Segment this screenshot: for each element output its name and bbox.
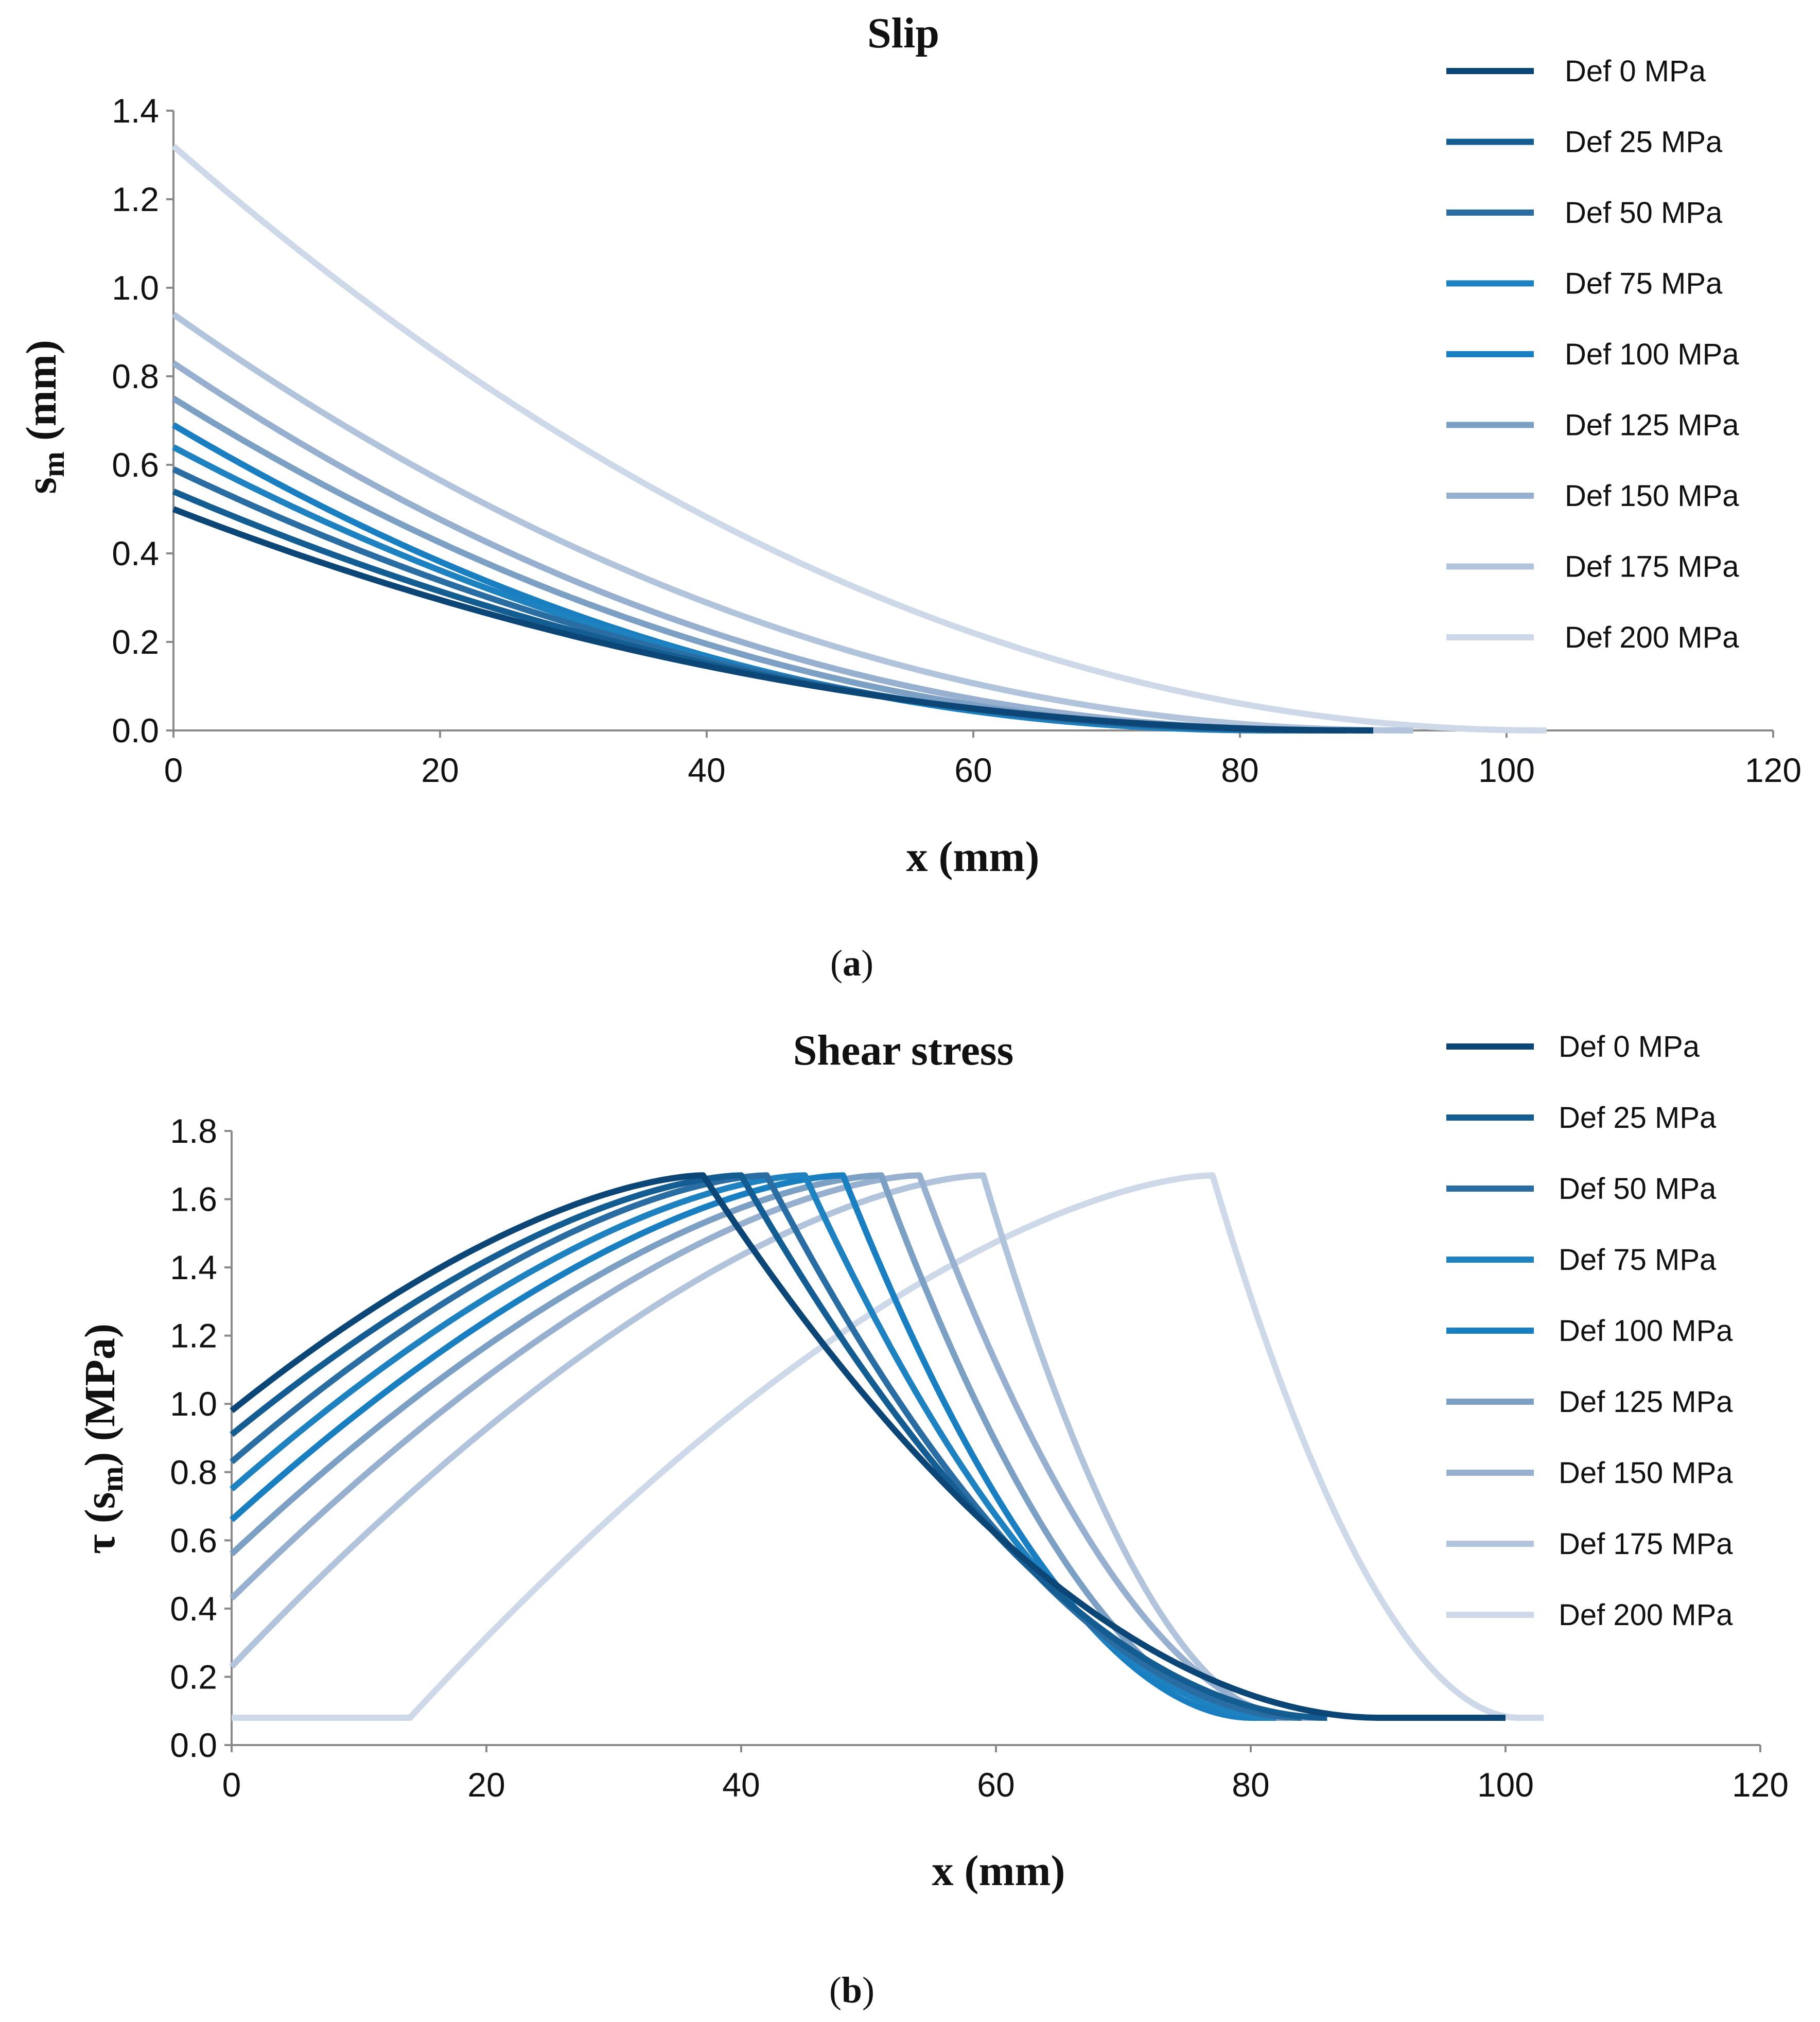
x-tick-label: 100 [1477,1766,1534,1804]
legend-label: Def 100 MPa [1565,338,1739,371]
series-line [232,1172,1544,1721]
y-tick-label: 0.4 [170,1590,217,1628]
series-line [229,1172,1302,1721]
y-tick-label: 1.2 [112,180,159,218]
x-tick-label: 0 [164,751,183,789]
x-tick-label: 40 [722,1766,760,1804]
legend-label: Def 25 MPa [1559,1101,1717,1135]
x-tick-label: 60 [977,1766,1014,1804]
y-tick-label: 0.0 [170,1726,217,1764]
y-tick-label: 0.8 [170,1453,217,1491]
legend-label: Def 200 MPa [1565,621,1739,654]
series-line [172,444,1293,734]
series-line [229,1172,1327,1721]
x-axis-title: x (mm) [906,833,1040,881]
y-tick-label: 1.6 [170,1180,217,1218]
caption: (b) [829,1969,874,2011]
x-tick-label: 20 [421,751,459,789]
x-ticks: 0 20 40 60 80 100 120 [222,1745,1789,1804]
y-ticks: 0.0 0.2 0.4 0.6 0.8 1.0 1.2 1.4 [112,92,173,749]
legend-label: Def 175 MPa [1565,550,1739,584]
y-tick-label: 1.2 [170,1317,217,1355]
legend-label: Def 25 MPa [1565,126,1723,159]
x-tick-label: 60 [954,751,992,789]
y-axis-title: τ (sm) (MPa) [76,1323,129,1554]
legend-label: Def 50 MPa [1565,196,1723,230]
legend-label: Def 75 MPa [1565,267,1723,301]
legend-label: Def 150 MPa [1565,479,1739,513]
series-line [171,311,1413,734]
y-tick-label: 1.0 [170,1385,217,1423]
y-tick-label: 1.4 [170,1248,217,1286]
y-tick-label: 0.0 [112,711,159,749]
caption: (a) [830,943,873,984]
y-tick-label: 1.8 [170,1112,217,1150]
y-tick-label: 0.4 [112,534,159,572]
chart-title: Shear stress [793,1026,1014,1074]
y-axis-title: sm (mm) [18,340,71,494]
x-tick-label: 120 [1732,1766,1789,1804]
x-tick-label: 40 [688,751,725,789]
x-axis-title: x (mm) [932,1847,1065,1895]
series-line [171,144,1547,734]
legend: Def 0 MPa Def 25 MPa Def 50 MPa Def 75 MPa D… [1446,1030,1733,1632]
series-line [230,1172,1327,1721]
legend-label: Def 175 MPa [1559,1527,1733,1561]
y-tick-label: 0.6 [170,1521,217,1559]
y-tick-label: 1.4 [112,92,159,130]
series-line [230,1172,1302,1721]
legend: Def 0 MPa Def 25 MPa Def 50 MPa Def 75 MPa D… [1446,55,1739,654]
legend-label: Def 75 MPa [1559,1243,1717,1277]
legend-label: Def 50 MPa [1559,1172,1717,1206]
legend-label: Def 125 MPa [1565,409,1739,442]
chart-title: Slip [867,9,939,57]
legend-label: Def 125 MPa [1559,1385,1733,1419]
x-tick-label: 120 [1745,751,1801,789]
y-tick-label: 0.6 [112,446,159,484]
legend-label: Def 200 MPa [1559,1598,1733,1632]
chart-slip: Slip 0.0 0.2 0.4 0.6 0.8 1.0 1.2 1.4 0 20 40 60 80 1… [18,9,1801,984]
x-tick-label: 100 [1478,751,1535,789]
series-line [171,395,1320,734]
legend-label: Def 0 MPa [1565,55,1706,88]
x-tick-label: 80 [1232,1766,1269,1804]
series-line [172,506,1373,734]
y-tick-label: 1.0 [112,269,159,307]
legend-label: Def 100 MPa [1559,1314,1733,1348]
legend-label: Def 0 MPa [1559,1030,1700,1064]
series-line [171,422,1280,734]
series-lines [171,144,1547,734]
series-lines [229,1172,1544,1721]
x-tick-label: 20 [467,1766,505,1804]
series-line [172,489,1347,734]
legend-label: Def 150 MPa [1559,1456,1733,1490]
x-ticks: 0 20 40 60 80 100 120 [164,730,1801,789]
y-tick-label: 0.2 [112,623,159,661]
series-line [172,466,1320,734]
y-tick-label: 0.2 [170,1658,217,1696]
x-tick-label: 0 [222,1766,241,1804]
series-line [229,1172,1276,1721]
y-ticks: 0.0 0.2 0.4 0.6 0.8 1.0 1.2 1.4 1.6 1.8 [170,1112,232,1764]
y-tick-label: 0.8 [112,357,159,395]
series-line [230,1172,1506,1721]
chart-shear-stress: Shear stress 0.0 0.2 0.4 0.6 0.8 1.0 1.2 1.4 1.6… [76,1026,1789,2011]
x-tick-label: 80 [1221,751,1258,789]
